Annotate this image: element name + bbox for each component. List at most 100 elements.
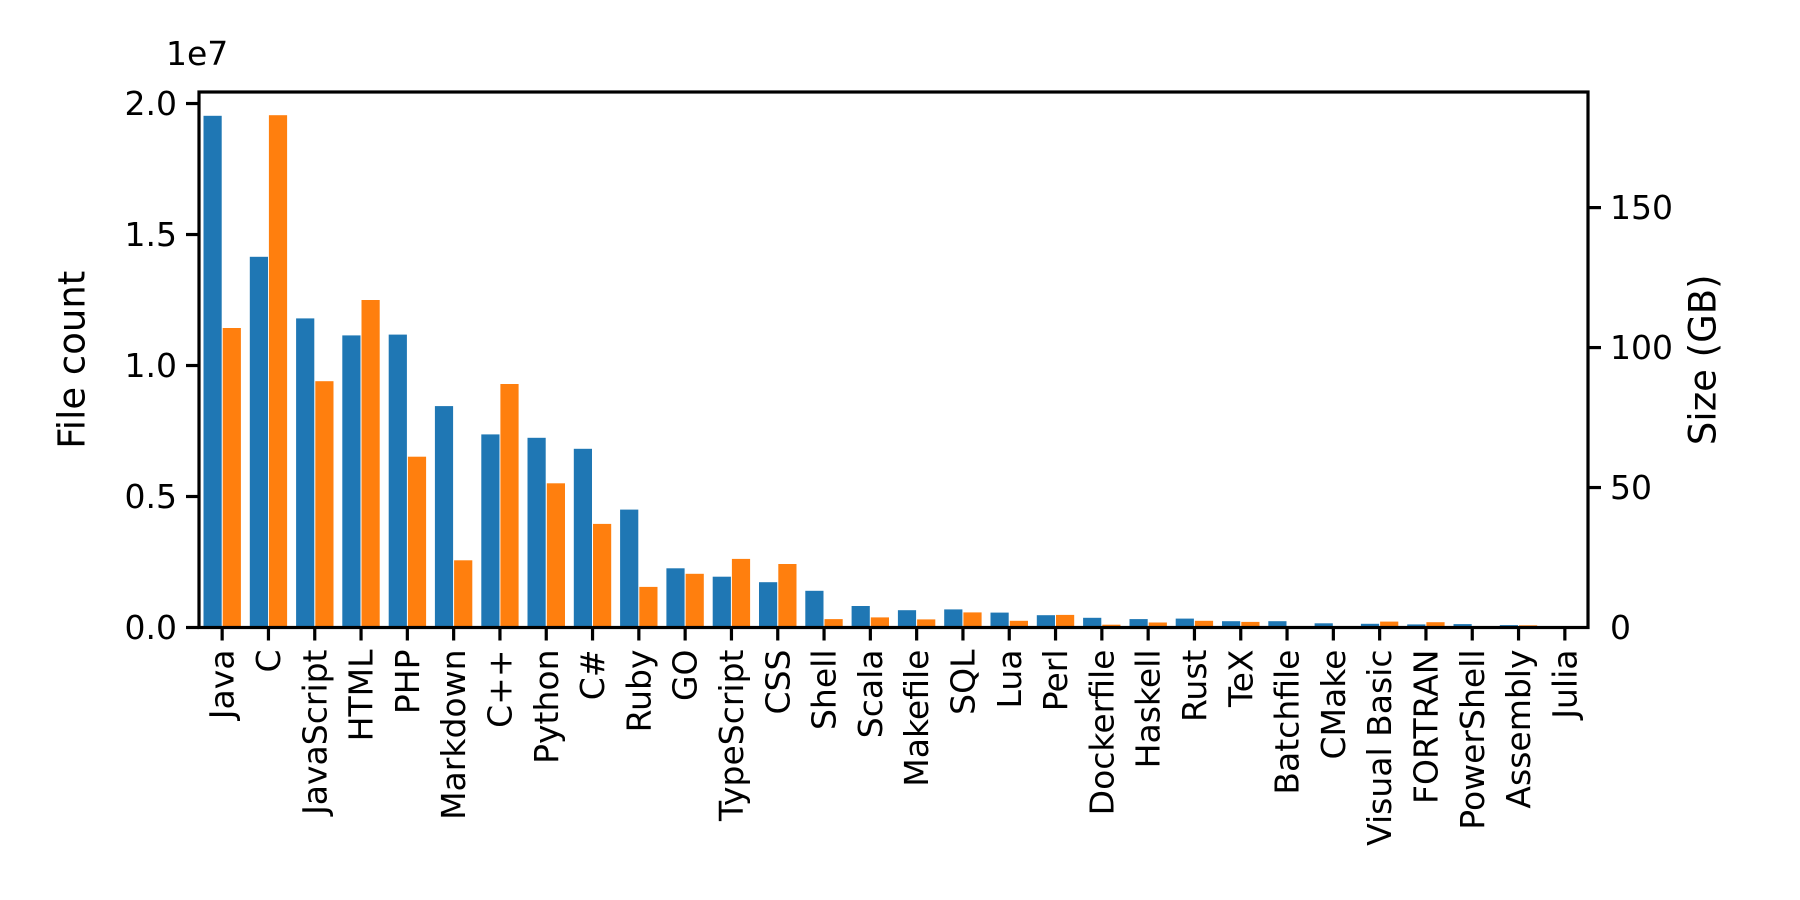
bar-size-gb-fortran [1426,622,1445,628]
x-tick-label-haskell: Haskell [1129,650,1168,769]
bar-file-count-shell [805,590,824,628]
bar-file-count-dockerfile [1083,617,1102,628]
left-axis: 0.0 0.5 1.0 1.5 2.0 1e7 File count [51,34,229,647]
plot-border [197,90,1590,630]
right-tick-label: 50 [1610,468,1652,507]
bar-file-count-go [666,568,685,628]
x-tick-label-makefile: Makefile [897,650,936,787]
bar-file-count-css [759,582,778,628]
bar-size-gb-go [685,573,704,628]
x-tick-label-html: HTML [342,649,381,741]
bar-size-gb-visual-basic [1380,621,1399,628]
x-tick-label-powershell: PowerShell [1453,650,1492,830]
bar-file-count-python [527,437,546,628]
bar-size-gb-makefile [917,619,936,628]
x-tick-label-rust: Rust [1175,649,1214,722]
left-tick-label: 2.0 [125,84,177,123]
x-tick-label-batchfile: Batchfile [1268,650,1307,795]
bar-file-count-powershell [1453,624,1472,628]
x-tick-label-assembly: Assembly [1499,650,1538,809]
bar-file-count-markdown [434,406,454,628]
bar-size-gb-haskell [1148,622,1167,628]
bar-size-gb-tex [1241,621,1260,628]
bar-file-count-typescript [712,576,731,628]
x-tick-label-fortran: FORTRAN [1406,650,1445,805]
x-tick-label-markdown: Markdown [434,650,473,820]
bar-file-count-haskell [1129,619,1148,628]
left-tick-label: 0.5 [125,477,177,516]
right-tick-label: 0 [1610,608,1631,647]
bar-file-count-rust [1175,618,1194,628]
x-tick-label-c: C [249,650,288,673]
x-tick-label-ruby: Ruby [619,650,658,733]
bar-size-gb-ruby [639,586,658,628]
bar-file-count-ruby [620,509,639,628]
x-tick-label-dockerfile: Dockerfile [1082,650,1121,816]
bar-file-count-batchfile [1268,621,1287,628]
bar-file-count-html [342,335,361,628]
left-tick-label: 0.0 [125,608,177,647]
x-tick-label-css: CSS [758,650,797,715]
bar-size-gb-shell [824,619,843,628]
right-tick-label: 100 [1610,328,1673,367]
bar-size-gb-html [361,300,380,628]
bar-file-count-scala [851,606,870,628]
x-tick-label-php: PHP [388,650,427,715]
x-tick-label-sql: SQL [943,649,982,715]
left-axis-title: File count [51,271,94,449]
left-tick-label: 1.0 [125,346,177,385]
bar-file-count-sql [944,609,963,628]
bar-size-gb-scala [870,617,889,628]
bar-size-gb-markdown [454,560,473,628]
bar-size-gb-perl [1056,614,1075,628]
x-tick-label-c-: C++ [480,650,519,728]
x-tick-label-visual-basic: Visual Basic [1360,650,1399,846]
bar-size-gb-javascript [315,381,334,628]
bar-size-gb-c [268,115,288,628]
bar-file-count-php [388,334,407,628]
x-tick-label-java: Java [203,650,242,722]
bar-file-count-c- [481,434,500,628]
x-tick-label-c-: C# [573,650,612,701]
bar-size-gb-css [778,564,797,628]
bar-file-count-lua [990,612,1009,628]
axes-spines [197,90,1590,630]
bar-size-gb-c- [500,384,519,628]
x-tick-label-lua: Lua [990,650,1029,709]
x-tick-label-python: Python [527,650,566,764]
bar-file-count-c- [573,448,592,628]
x-tick-label-typescript: TypeScript [712,649,751,822]
right-tick-label: 150 [1610,188,1673,227]
left-tick-label: 1.5 [125,215,177,254]
x-tick-label-tex: TeX [1221,650,1260,708]
bar-size-gb-java [222,328,241,628]
bar-file-count-c [249,256,268,628]
x-axis: Java C JavaScript HTML PHP Markdown C++ Python C… [203,627,1584,846]
right-axis-title: Size (GB) [1682,274,1725,445]
x-tick-label-shell: Shell [805,650,844,731]
bar-file-count-makefile [897,610,917,628]
bars-group [203,115,1584,628]
bar-size-gb-typescript [731,558,751,628]
bar-size-gb-php [407,456,427,628]
x-tick-label-julia: Julia [1545,650,1584,721]
right-axis: 0 50 100 150 Size (GB) [1588,188,1725,647]
bar-file-count-java [203,115,222,628]
bar-size-gb-lua [1009,620,1028,628]
x-tick-label-cmake: CMake [1314,650,1353,760]
x-tick-label-scala: Scala [851,650,890,739]
bar-file-count-visual-basic [1360,623,1380,628]
left-axis-offset-text: 1e7 [166,34,228,73]
bar-file-count-javascript [296,318,315,628]
bar-file-count-tex [1222,621,1241,628]
bar-size-gb-rust [1194,620,1214,628]
x-tick-label-go: GO [666,650,705,702]
bar-file-count-cmake [1314,623,1333,628]
bar-size-gb-c- [593,523,612,628]
x-tick-label-javascript: JavaScript [295,649,334,816]
bar-size-gb-sql [963,612,982,628]
x-tick-label-perl: Perl [1036,650,1075,712]
bar-size-gb-python [546,483,565,628]
